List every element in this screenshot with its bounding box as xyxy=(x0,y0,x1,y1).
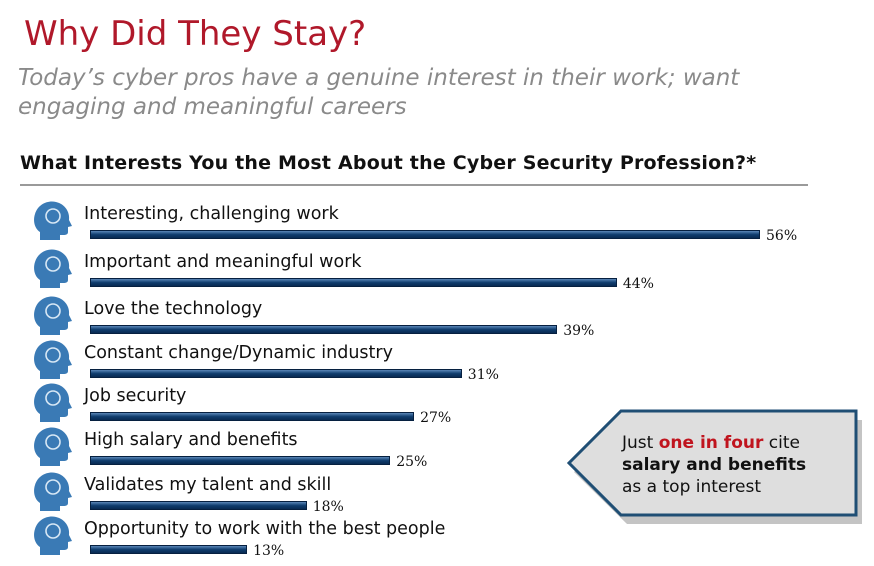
bar xyxy=(90,230,760,239)
value-label: 18% xyxy=(312,499,344,515)
gears-head-icon xyxy=(34,296,72,335)
callout-highlight: one in four xyxy=(658,433,764,453)
bar xyxy=(90,501,307,510)
bar xyxy=(90,325,558,334)
value-label: 44% xyxy=(622,276,654,292)
bar-row: Important and meaningful work 44% xyxy=(0,249,874,298)
chart-title: What Interests You the Most About the Cy… xyxy=(20,152,757,174)
bar xyxy=(90,369,462,378)
globe-head-icon xyxy=(34,516,72,555)
bar-row: Opportunity to work with the best people… xyxy=(0,516,874,565)
callout-post: cite xyxy=(763,433,800,453)
callout-last: as a top interest xyxy=(622,477,761,497)
bar xyxy=(90,412,415,421)
category-label: Love the technology xyxy=(84,299,263,319)
page-subtitle: Today’s cyber pros have a genuine intere… xyxy=(18,65,740,120)
category-label: Validates my talent and skill xyxy=(84,475,332,495)
category-label: Constant change/Dynamic industry xyxy=(84,343,393,363)
callout-pre: Just xyxy=(622,433,659,453)
lightbulb-head-icon xyxy=(34,201,72,240)
callout-bold: salary and benefits xyxy=(622,455,807,475)
callout-text: Just one in four cite salary and benefit… xyxy=(622,432,806,498)
value-label: 27% xyxy=(420,410,452,426)
bar-row: Love the technology 39% xyxy=(0,296,874,345)
category-label: Important and meaningful work xyxy=(84,252,362,272)
category-label: Interesting, challenging work xyxy=(84,204,339,224)
bar xyxy=(90,456,391,465)
recycle-head-icon xyxy=(34,340,72,379)
value-label: 25% xyxy=(396,454,428,470)
dollar-head-icon xyxy=(34,427,72,466)
bar-row: Constant change/Dynamic industry 31% xyxy=(0,340,874,389)
key-head-icon xyxy=(34,383,72,422)
value-label: 31% xyxy=(467,367,499,383)
page-title: Why Did They Stay? xyxy=(24,14,367,54)
value-label: 39% xyxy=(563,323,595,339)
value-label: 56% xyxy=(766,228,798,244)
title-divider xyxy=(20,184,808,186)
bar-row: Validates my talent and skill 18% xyxy=(0,472,874,521)
category-label: Job security xyxy=(84,386,187,406)
bar-row: Job security 27% xyxy=(0,383,874,432)
bar-row: High salary and benefits 25% xyxy=(0,427,874,476)
bar xyxy=(90,545,248,554)
category-label: Opportunity to work with the best people xyxy=(84,519,446,539)
plant-head-icon xyxy=(34,249,72,288)
category-label: High salary and benefits xyxy=(84,430,298,450)
bar xyxy=(90,278,617,287)
brain-head-icon xyxy=(34,472,72,511)
bar-row: Interesting, challenging work 56% xyxy=(0,201,874,250)
value-label: 13% xyxy=(253,543,285,559)
callout-arrow-shape xyxy=(566,409,862,524)
